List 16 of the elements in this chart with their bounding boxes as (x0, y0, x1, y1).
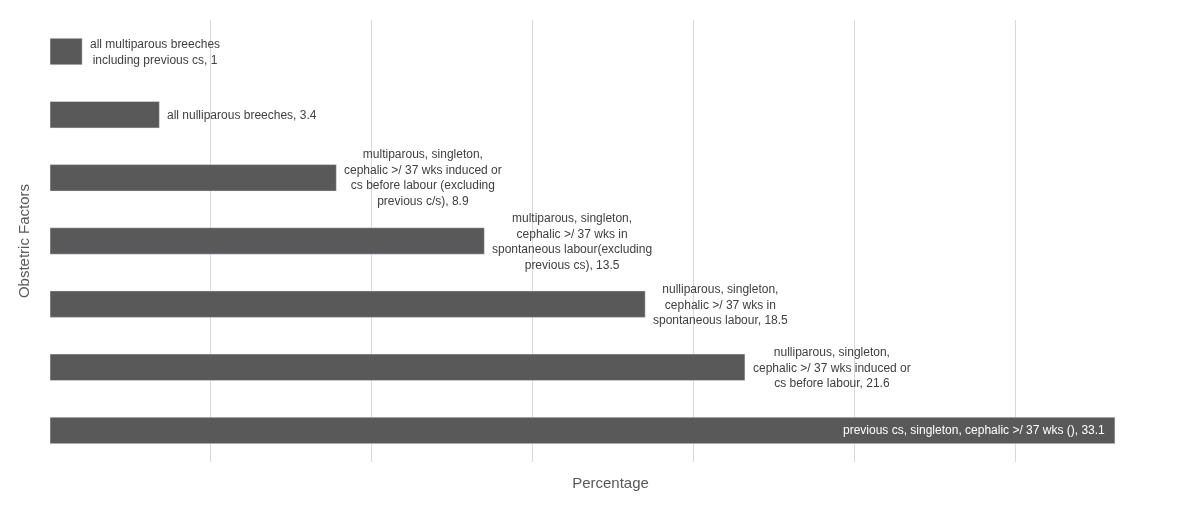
bar (50, 38, 83, 66)
bar (50, 416, 1116, 444)
bar (50, 101, 160, 129)
bar (50, 353, 746, 381)
data-label: nulliparous, singleton, cephalic >/ 37 wks in spontaneous labour, 18.5 (653, 282, 789, 328)
bar (50, 227, 485, 255)
data-label: all multiparous breeches including previous cs, 1 (90, 37, 221, 67)
data-label: nulliparous, singleton, cephalic >/ 37 wks induced or cs before labour, 21.6 (753, 345, 911, 391)
data-label: previous cs, singleton, cephalic >/ 37 wks (), 33.1 (843, 423, 1106, 437)
x-axis-title: Percentage (572, 474, 649, 491)
y-axis-title: Obstetric Factors (15, 183, 33, 299)
data-label: all nulliparous breeches, 3.4 (167, 108, 317, 122)
bar (50, 290, 646, 318)
data-label: multiparous, singleton, cephalic >/ 37 wks in spontaneous labour(excluding previous cs), 13.5 (492, 211, 653, 272)
data-label: multiparous, singleton, cephalic >/ 37 wks induced or cs before labour (excluding previous c/s), 8.9 (344, 147, 502, 208)
bar (50, 164, 337, 192)
